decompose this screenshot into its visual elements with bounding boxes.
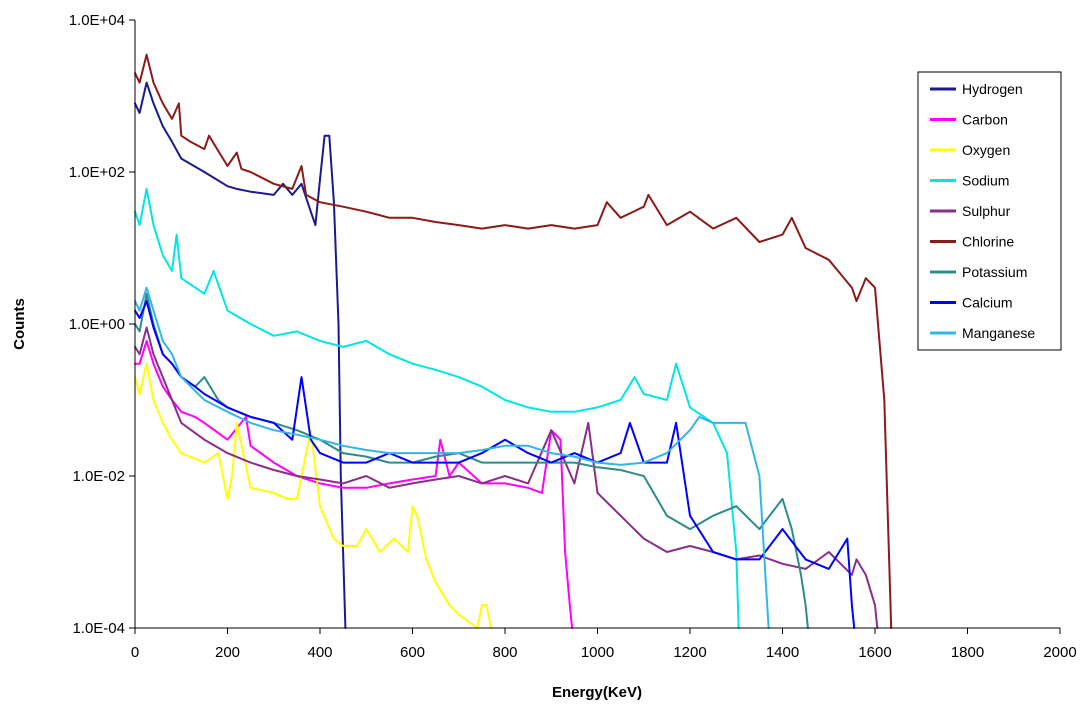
legend-label-carbon: Carbon bbox=[962, 112, 1008, 128]
legend-label-sulphur: Sulphur bbox=[962, 203, 1011, 219]
legend-label-potassium: Potassium bbox=[962, 264, 1027, 280]
y-tick-label: 1.0E-02 bbox=[72, 468, 125, 485]
plot-lines bbox=[134, 53, 893, 629]
x-tick-label: 200 bbox=[215, 644, 240, 661]
x-tick-label: 1400 bbox=[766, 644, 799, 661]
legend: Hydrogen Carbon Oxygen Sodium Sulphur Chlorin… bbox=[917, 71, 1062, 351]
legend-label-calcium: Calcium bbox=[962, 295, 1013, 311]
legend-label-manganese: Manganese bbox=[962, 325, 1035, 341]
legend-label-sodium: Sodium bbox=[962, 173, 1009, 189]
series-line-potassium bbox=[134, 292, 809, 629]
series-line-sodium bbox=[134, 187, 740, 629]
x-tick-label: 1200 bbox=[673, 644, 706, 661]
series-line-calcium bbox=[134, 300, 856, 629]
legend-label-oxygen: Oxygen bbox=[962, 142, 1010, 158]
y-tick-label: 1.0E+00 bbox=[69, 316, 125, 333]
x-tick-label: 800 bbox=[492, 644, 517, 661]
x-tick-label: 1800 bbox=[951, 644, 984, 661]
x-tick-label: 1000 bbox=[581, 644, 614, 661]
x-tick-label: 600 bbox=[400, 644, 425, 661]
y-ticks: 1.0E-04 1.0E-02 1.0E+00 1.0E+02 1.0E+04 bbox=[69, 12, 135, 637]
legend-label-chlorine: Chlorine bbox=[962, 234, 1014, 250]
x-axis-title: Energy(KeV) bbox=[552, 684, 642, 701]
x-tick-label: 2000 bbox=[1043, 644, 1076, 661]
y-axis-title: Counts bbox=[11, 298, 28, 350]
y-tick-label: 1.0E-04 bbox=[72, 620, 125, 637]
y-tick-label: 1.0E+02 bbox=[69, 164, 125, 181]
series-line-chlorine bbox=[134, 53, 893, 629]
x-tick-label: 400 bbox=[307, 644, 332, 661]
series-line-oxygen bbox=[134, 362, 493, 629]
y-tick-label: 1.0E+04 bbox=[69, 12, 125, 29]
x-tick-label: 0 bbox=[131, 644, 139, 661]
x-ticks: 0 200 400 600 800 1000 1200 1400 1600 1800 2000 bbox=[131, 628, 1077, 661]
series-line-carbon bbox=[134, 339, 574, 629]
x-tick-label: 1600 bbox=[858, 644, 891, 661]
legend-label-hydrogen: Hydrogen bbox=[962, 81, 1023, 97]
series-line-manganese bbox=[134, 286, 770, 629]
series-line-hydrogen bbox=[134, 81, 347, 629]
series-line-sulphur bbox=[134, 326, 879, 629]
